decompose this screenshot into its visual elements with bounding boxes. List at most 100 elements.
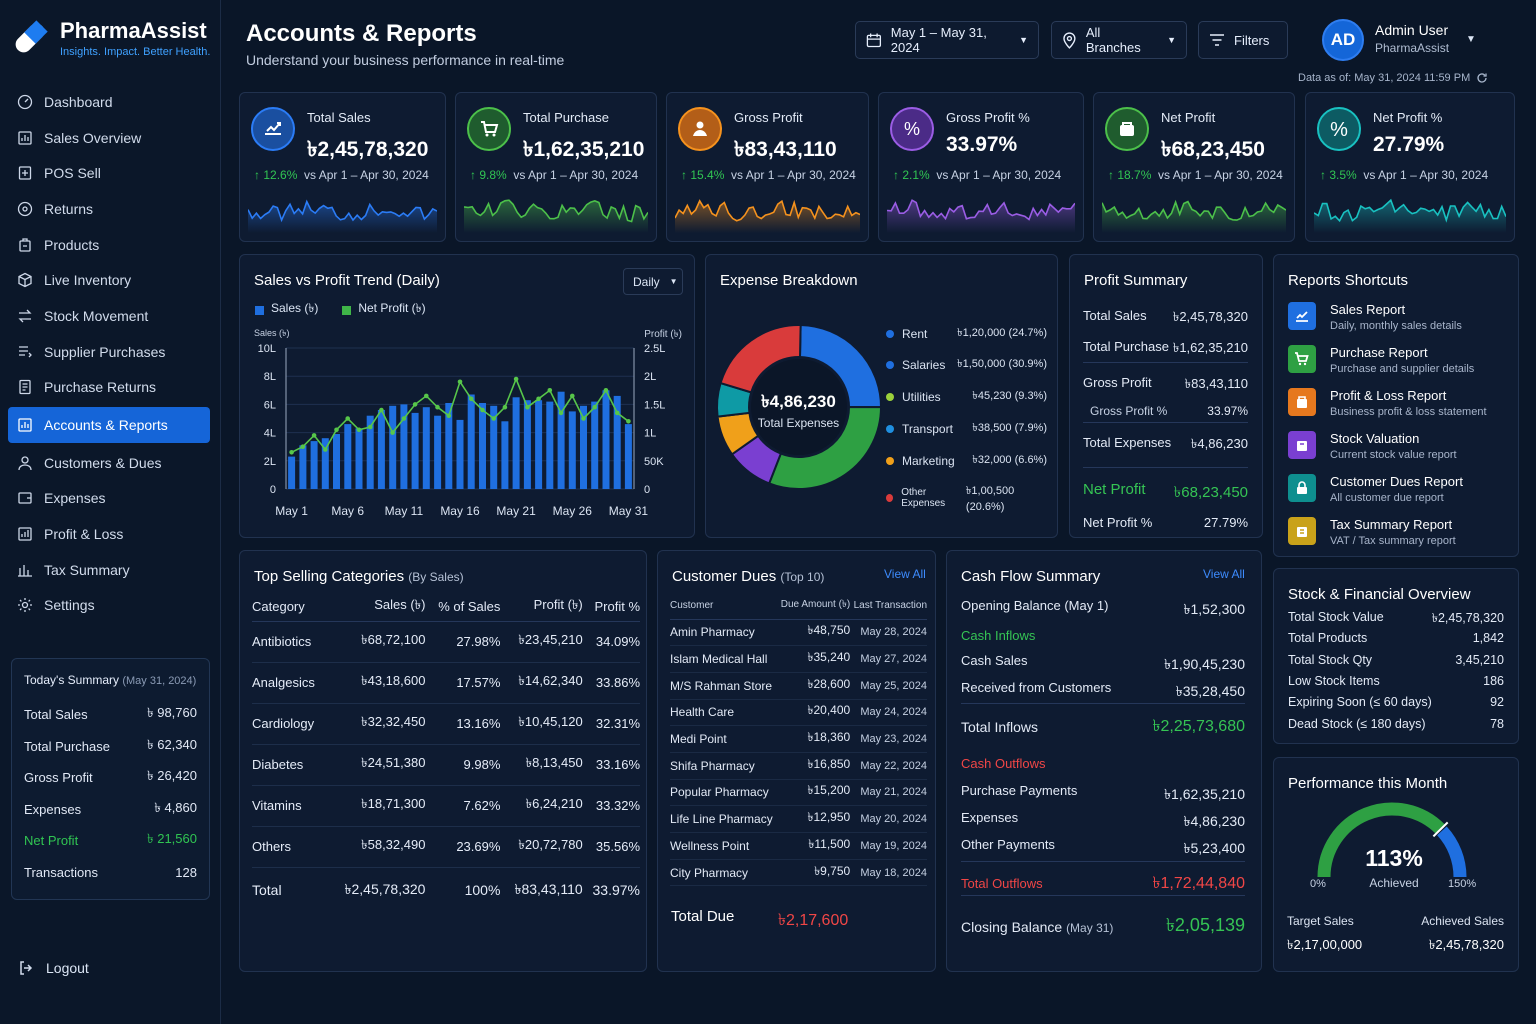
sidebar-item-stock-movement[interactable]: Stock Movement — [8, 298, 210, 334]
sidebar-item-supplier-purchases[interactable]: Supplier Purchases — [8, 334, 210, 370]
sales-bar — [299, 445, 307, 489]
kpi-sparkline — [1314, 198, 1506, 233]
user-org: PharmaAssist — [1375, 41, 1450, 55]
stock-financial-card: Stock & Financial Overview Total Stock V… — [1273, 568, 1519, 744]
kpi-change: ↑ 15.4% vs Apr 1 – Apr 30, 2024 — [681, 168, 856, 182]
kpi-card-net-profit[interactable]: % Net Profit % 27.79% ↑ 3.5% vs Apr 1 – Apr… — [1305, 92, 1515, 242]
up-arrow-icon: ↑ — [470, 168, 476, 182]
table-row[interactable]: Wellness Point ৳11,500 May 19, 2024 — [670, 832, 927, 860]
table-cell: May 20, 2024 — [850, 805, 927, 833]
table-row[interactable]: M/S Rahman Store ৳28,600 May 25, 2024 — [670, 672, 927, 700]
dues-view-all-link[interactable]: View All — [884, 567, 926, 581]
table-row[interactable]: Analgesics ৳43,18,600 17.57% ৳14,62,340 33.8… — [252, 662, 640, 704]
brand-logo[interactable]: PharmaAssist Insights. Impact. Better He… — [10, 18, 210, 58]
legend-dot — [886, 329, 894, 338]
sidebar-item-dashboard[interactable]: Dashboard — [8, 84, 210, 120]
profit-summary-row: Gross Profit ৳83,43,110 — [1083, 375, 1248, 396]
table-row[interactable]: City Pharmacy ৳9,750 May 18, 2024 — [670, 859, 927, 887]
table-row[interactable]: Health Care ৳20,400 May 24, 2024 — [670, 699, 927, 727]
kpi-sparkline — [1102, 199, 1286, 233]
table-cell: 23.69% — [425, 826, 501, 868]
avatar[interactable]: AD — [1322, 19, 1364, 61]
table-cell: May 22, 2024 — [850, 752, 927, 780]
kpi-card-net-profit[interactable]: Net Profit ৳68,23,450 ↑ 18.7% vs Apr 1 – A… — [1093, 92, 1295, 242]
legend-dot — [886, 392, 894, 401]
kpi-label: Net Profit % — [1373, 110, 1443, 125]
kpi-card-gross-profit[interactable]: % Gross Profit % 33.97% ↑ 2.1% vs Apr 1 – A… — [878, 92, 1084, 242]
logout-button[interactable]: Logout — [18, 960, 89, 976]
column-header: Due Amount (৳) — [777, 593, 851, 620]
table-row[interactable]: Diabetes ৳24,51,380 9.98% ৳8,13,450 33.16% — [252, 744, 640, 786]
filters-button[interactable]: Filters — [1198, 21, 1288, 59]
table-row[interactable]: Antibiotics ৳68,72,100 27.98% ৳23,45,210 34.… — [252, 621, 640, 663]
trend-mode-select[interactable]: Daily ▼ — [623, 268, 683, 295]
sidebar-item-sales-overview[interactable]: Sales Overview — [8, 120, 210, 156]
sidebar-item-purchase-returns[interactable]: Purchase Returns — [8, 370, 210, 406]
table-cell: ৳9,750 — [777, 859, 851, 887]
profit-summary-label: Net Profit — [1083, 481, 1146, 498]
sidebar-item-live-inventory[interactable]: Live Inventory — [8, 262, 210, 298]
up-arrow-icon: ↑ — [681, 168, 687, 182]
table-row[interactable]: Cardiology ৳32,32,450 13.16% ৳10,45,120 32.3… — [252, 703, 640, 745]
expense-legend-row: Rent ৳1,20,000 (24.7%) — [886, 324, 1047, 343]
shortcut-profit-loss-report[interactable]: Profit & Loss Report Business profit & lo… — [1288, 388, 1487, 418]
up-arrow-icon: ↑ — [893, 168, 899, 182]
sidebar-item-pos-sell[interactable]: POS Sell — [8, 155, 210, 191]
profit-summary-value: ৳4,86,230 — [1190, 436, 1248, 451]
sales-bar — [344, 424, 352, 489]
sidebar-item-settings[interactable]: Settings — [8, 588, 210, 624]
sidebar-item-customers-dues[interactable]: Customers & Dues — [8, 445, 210, 481]
shortcut-tax-summary-report[interactable]: Tax Summary Report VAT / Tax summary repo… — [1288, 517, 1456, 547]
shortcut-customer-dues-report[interactable]: Customer Dues Report All customer due rep… — [1288, 474, 1463, 504]
table-cell: 17.57% — [425, 662, 501, 704]
expense-legend-row: Transport ৳38,500 (7.9%) — [886, 419, 1047, 438]
kpi-card-total-purchase[interactable]: Total Purchase ৳1,62,35,210 ↑ 9.8% vs Apr … — [455, 92, 657, 242]
stock-row: Dead Stock (≤ 180 days) 78 — [1288, 717, 1504, 731]
stock-row: Total Stock Qty 3,45,210 — [1288, 653, 1504, 667]
dues-table: Customer Due Amount (৳) Last Transaction A… — [670, 593, 927, 887]
sidebar-item-expenses[interactable]: Expenses — [8, 481, 210, 517]
net-profit-point — [525, 404, 530, 410]
gauge-marker — [1432, 821, 1449, 838]
sidebar-item-returns[interactable]: Returns — [8, 191, 210, 227]
legend-dot — [886, 424, 894, 433]
table-row[interactable]: Popular Pharmacy ৳15,200 May 21, 2024 — [670, 779, 927, 807]
table-row[interactable]: Shifa Pharmacy ৳16,850 May 22, 2024 — [670, 752, 927, 780]
date-range-picker[interactable]: May 1 – May 31, 2024 ▼ — [855, 21, 1039, 59]
shortcut-stock-valuation[interactable]: Stock Valuation Current stock value repor… — [1288, 431, 1457, 461]
box-icon — [1288, 431, 1316, 459]
kpi-label: Gross Profit % — [946, 110, 1030, 125]
kpi-card-total-sales[interactable]: Total Sales ৳2,45,78,320 ↑ 12.6% vs Apr 1 … — [239, 92, 446, 242]
table-cell: ৳10,45,120 — [500, 703, 583, 745]
sidebar-item-accounts-reports[interactable]: Accounts & Reports — [8, 407, 210, 443]
shortcut-purchase-report[interactable]: Purchase Report Purchase and supplier det… — [1288, 345, 1474, 375]
kpi-card-gross-profit[interactable]: Gross Profit ৳83,43,110 ↑ 15.4% vs Apr 1 –… — [666, 92, 869, 242]
net-profit-point — [435, 404, 440, 410]
table-row[interactable]: Amin Pharmacy ৳48,750 May 28, 2024 — [670, 619, 927, 647]
sidebar-item-label: POS Sell — [44, 165, 101, 182]
profit-summary-label: Gross Profit — [1083, 375, 1152, 390]
sidebar-item-profit-loss[interactable]: Profit & Loss — [8, 516, 210, 552]
total-inflows-row: Total Inflows ৳2,25,73,680 — [961, 718, 1245, 735]
kpi-change-pct: 18.7% — [1117, 168, 1152, 182]
kpi-label: Gross Profit — [734, 110, 803, 125]
sales-bar — [613, 395, 621, 489]
tax-icon — [1288, 517, 1316, 545]
table-row[interactable]: Islam Medical Hall ৳35,240 May 27, 2024 — [670, 645, 927, 673]
donut-slice-salaries — [767, 406, 883, 490]
reports-shortcuts-card: Reports Shortcuts Sales Report Daily, mon… — [1273, 254, 1519, 557]
branch-select[interactable]: All Branches ▼ — [1051, 21, 1187, 59]
target-sales-label: Target Sales — [1287, 914, 1354, 928]
cashflow-view-all-link[interactable]: View All — [1203, 567, 1245, 581]
expense-value: ৳45,230 (9.3%) — [972, 390, 1047, 402]
table-row[interactable]: Medi Point ৳18,360 May 23, 2024 — [670, 725, 927, 753]
user-menu-chevron-icon[interactable]: ▼ — [1466, 34, 1476, 45]
sidebar-item-tax-summary[interactable]: Tax Summary — [8, 552, 210, 588]
table-row[interactable]: Vitamins ৳18,71,300 7.62% ৳6,24,210 33.32% — [252, 785, 640, 827]
shortcut-sales-report[interactable]: Sales Report Daily, monthly sales details — [1288, 302, 1462, 332]
refresh-icon[interactable] — [1476, 72, 1488, 84]
sidebar-item-products[interactable]: Products — [8, 227, 210, 263]
table-row[interactable]: Life Line Pharmacy ৳12,950 May 20, 2024 — [670, 805, 927, 833]
table-cell: ৳68,72,100 — [327, 621, 426, 663]
table-row[interactable]: Others ৳58,32,490 23.69% ৳20,72,780 35.56% — [252, 826, 640, 868]
